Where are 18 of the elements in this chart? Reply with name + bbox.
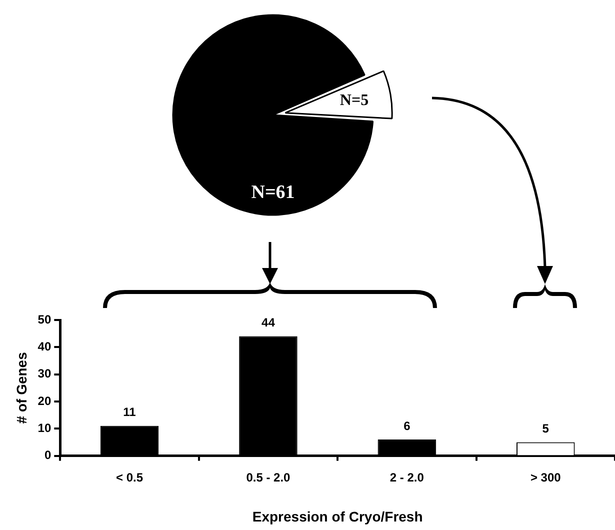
- y-tick-label: 0: [44, 448, 52, 462]
- x-axis-title: Expression of Cryo/Fresh: [252, 508, 423, 524]
- x-tick-label: < 0.5: [116, 470, 144, 484]
- y-tick-label: 30: [38, 366, 52, 381]
- data-label: 11: [123, 405, 136, 420]
- y-tick-label: 20: [38, 394, 52, 408]
- data-label: 44: [262, 316, 276, 330]
- x-tick-label: 0.5 - 2.0: [246, 470, 291, 484]
- data-label: N=61: [251, 182, 295, 203]
- y-tick-label: 50: [38, 312, 52, 326]
- y-axis-title: # of Genes: [13, 352, 30, 424]
- data-label: 6: [404, 418, 411, 433]
- y-tick-label: 10: [38, 420, 52, 435]
- data-label: N=5: [340, 92, 369, 109]
- y-tick-label: 40: [38, 339, 52, 354]
- x-tick-label: 2 - 2.0: [390, 470, 424, 484]
- x-tick-label: > 300: [530, 470, 562, 484]
- data-label: 5: [542, 422, 550, 436]
